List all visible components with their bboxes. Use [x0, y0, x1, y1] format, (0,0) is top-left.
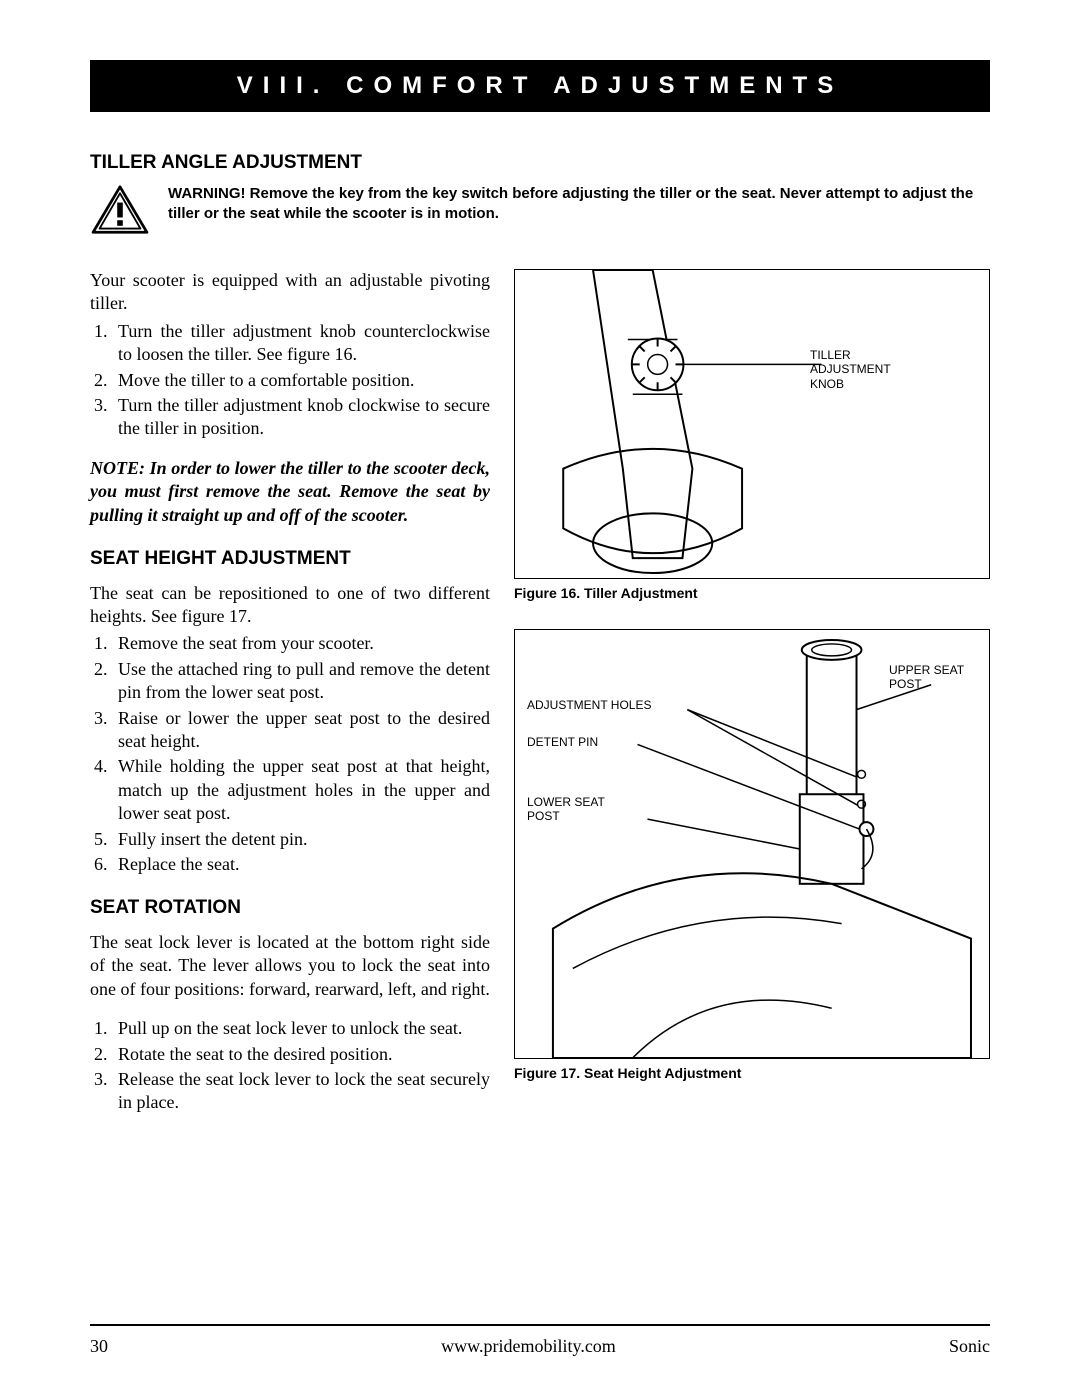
chapter-header: VIII. COMFORT ADJUSTMENTS — [90, 60, 990, 112]
section-title-seat-rotation: SEAT ROTATION — [90, 896, 490, 921]
fig17-label-detent: DETENT PIN — [527, 735, 598, 749]
page-footer: 30 www.pridemobility.com Sonic — [90, 1324, 990, 1357]
figure-17: ADJUSTMENT HOLES DETENT PIN LOWER SEAT P… — [514, 629, 990, 1059]
seat-rotation-intro: The seat lock lever is located at the bo… — [90, 931, 490, 1001]
tiller-intro: Your scooter is equipped with an adjusta… — [90, 269, 490, 316]
warning-icon — [90, 184, 150, 241]
seat-height-intro: The seat can be repositioned to one of t… — [90, 582, 490, 629]
list-item: Turn the tiller adjustment knob clockwis… — [112, 394, 490, 441]
list-item: Release the seat lock lever to lock the … — [112, 1068, 490, 1115]
fig17-label-upper: UPPER SEAT POST — [889, 663, 979, 692]
footer-model: Sonic — [949, 1336, 990, 1357]
list-item: Use the attached ring to pull and remove… — [112, 658, 490, 705]
seat-height-steps: Remove the seat from your scooter. Use t… — [90, 632, 490, 876]
tiller-steps: Turn the tiller adjustment knob counterc… — [90, 320, 490, 441]
warning-block: WARNING! Remove the key from the key swi… — [90, 184, 990, 241]
list-item: Remove the seat from your scooter. — [112, 632, 490, 655]
tiller-note: NOTE: In order to lower the tiller to th… — [90, 457, 490, 527]
fig16-caption: Figure 16. Tiller Adjustment — [514, 585, 990, 601]
fig17-label-holes: ADJUSTMENT HOLES — [527, 698, 651, 712]
fig16-label-knob: TILLER ADJUSTMENT KNOB — [810, 348, 891, 391]
fig17-label-lower: LOWER SEAT POST — [527, 795, 617, 824]
list-item: Move the tiller to a comfortable positio… — [112, 369, 490, 392]
list-item: Rotate the seat to the desired position. — [112, 1043, 490, 1066]
figure-16: TILLER ADJUSTMENT KNOB — [514, 269, 990, 579]
warning-text: WARNING! Remove the key from the key swi… — [168, 184, 990, 225]
section-title-tiller: TILLER ANGLE ADJUSTMENT — [90, 152, 990, 174]
list-item: Replace the seat. — [112, 853, 490, 876]
list-item: Fully insert the detent pin. — [112, 828, 490, 851]
seat-rotation-steps: Pull up on the seat lock lever to unlock… — [90, 1017, 490, 1115]
footer-url: www.pridemobility.com — [441, 1336, 616, 1357]
fig17-caption: Figure 17. Seat Height Adjustment — [514, 1065, 990, 1081]
section-title-seat-height: SEAT HEIGHT ADJUSTMENT — [90, 547, 490, 572]
footer-page-number: 30 — [90, 1336, 108, 1357]
list-item: Raise or lower the upper seat post to th… — [112, 707, 490, 754]
list-item: Pull up on the seat lock lever to unlock… — [112, 1017, 490, 1040]
list-item: While holding the upper seat post at tha… — [112, 755, 490, 825]
list-item: Turn the tiller adjustment knob counterc… — [112, 320, 490, 367]
